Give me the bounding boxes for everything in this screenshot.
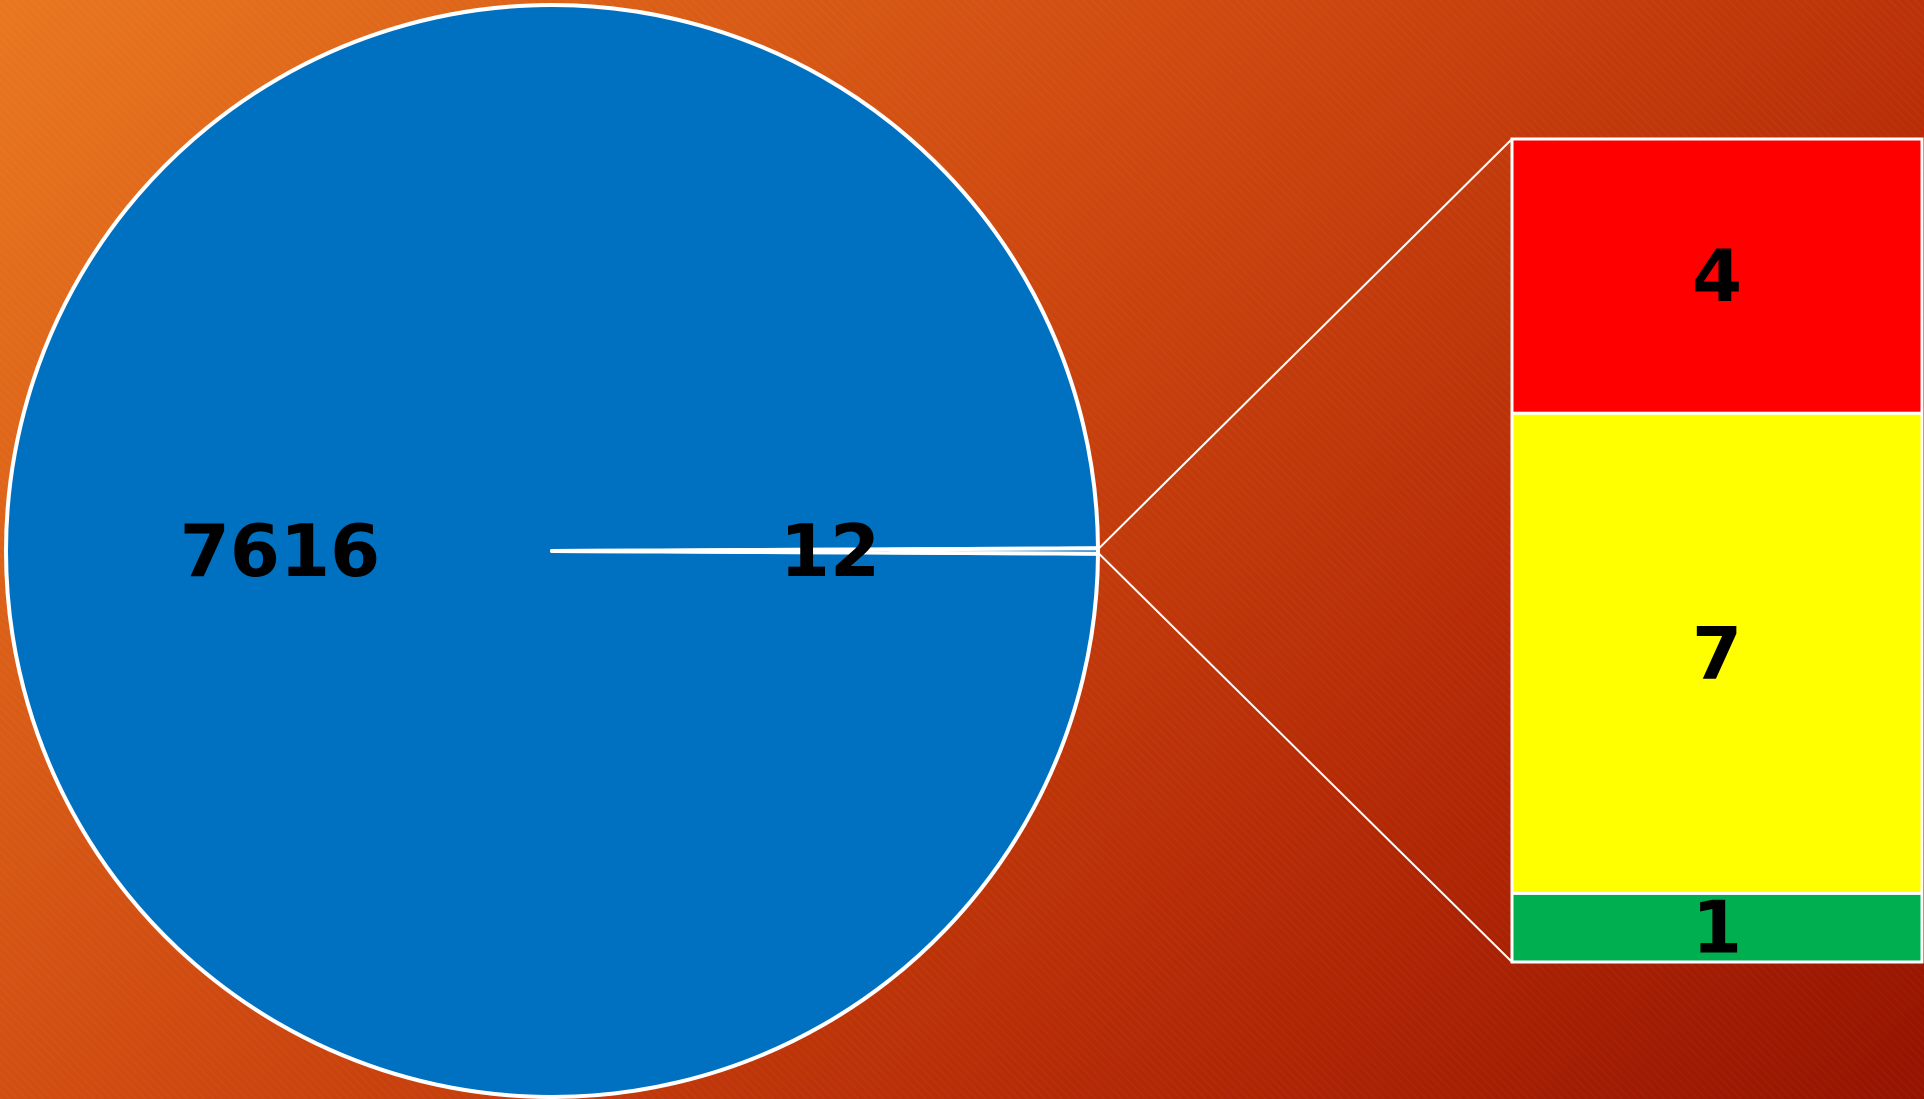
pie-slice-label-7616: 7616 [180,509,380,593]
connector-line-bottom [1098,552,1513,963]
connector-lines [1098,138,1513,963]
breakdown-bar [1510,137,1924,964]
pie-slice-label-12: 12 [780,509,880,593]
pie [3,3,1100,1099]
bar-segment-label-1: 1 [1692,886,1742,970]
bar-segment-label-4: 4 [1692,234,1742,318]
pie-slice-12 [550,546,1100,556]
bar-segment-4 [1510,137,1924,415]
data-labels: 4 7 1 7616 12 [180,234,1742,970]
connector-line-top [1098,138,1513,550]
bar-segment-7 [1510,411,1924,895]
bar-segment-1 [1510,891,1924,964]
bar-segment-label-7: 7 [1692,611,1742,695]
